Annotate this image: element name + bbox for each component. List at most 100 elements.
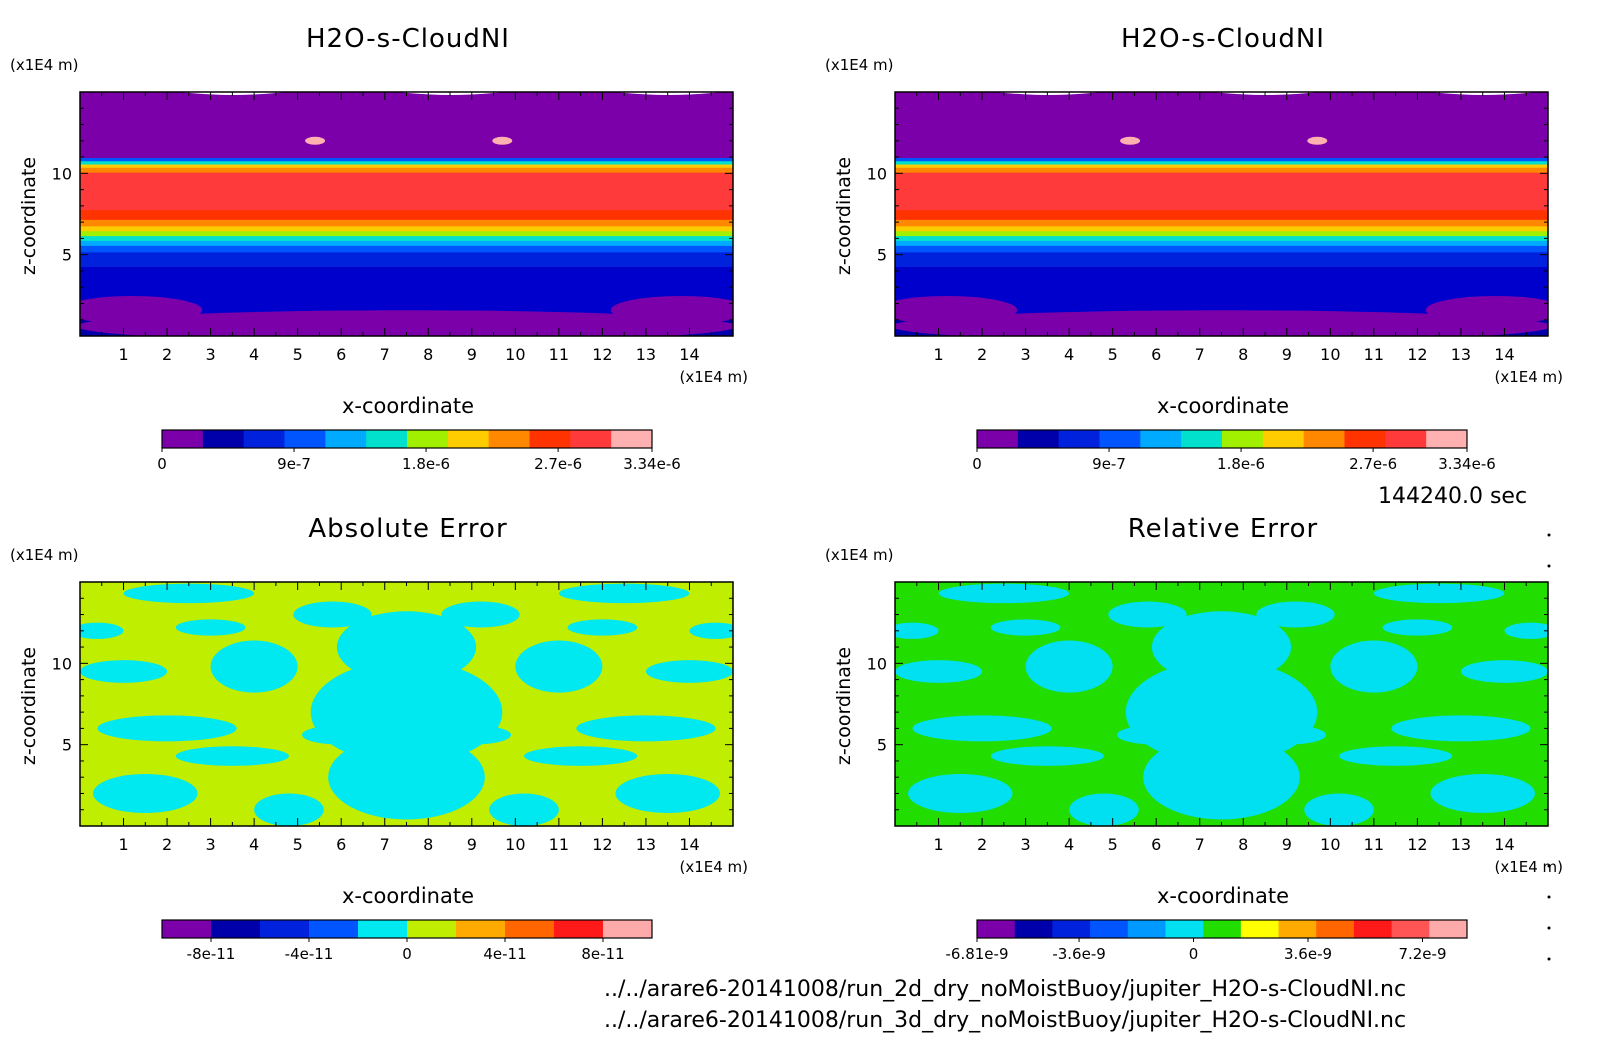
contour-blob <box>1025 640 1113 693</box>
x-tick-label: 10 <box>505 345 525 364</box>
x-tick-label: 10 <box>1320 835 1340 854</box>
contour-blob <box>1382 619 1453 636</box>
x-tick-label: 1 <box>118 345 128 364</box>
colorbar-tick-label: 0 <box>157 455 167 473</box>
y-tick-label: 10 <box>867 164 887 183</box>
colorbar-swatch <box>1303 430 1345 448</box>
colorbar-frame <box>161 429 653 449</box>
contour-field <box>895 582 1548 826</box>
colorbar-swatch <box>456 920 506 938</box>
x-unit-label: (x1E4 m) <box>1494 368 1563 386</box>
colorbar-tick-label: 9e-7 <box>1092 455 1126 473</box>
x-tick-label: 6 <box>336 345 346 364</box>
contour-blob <box>1151 611 1292 683</box>
colorbar-swatch <box>162 920 212 938</box>
contour-spot <box>1307 136 1328 145</box>
x-tick-label: 2 <box>162 345 172 364</box>
chart-panel-4: Relative Error (x1E4 m) (x1E4 m) x-coordina… <box>825 514 1563 963</box>
colorbar-swatch <box>243 430 285 448</box>
x-tick-label: 6 <box>1151 835 1161 854</box>
contour-bulge <box>80 310 733 336</box>
x-tick-label: 13 <box>636 835 656 854</box>
colorbar-swatch <box>358 920 408 938</box>
colorbar: -6.81e-9 -3.6e-9 0 3.6e-9 7.2e-9 <box>946 919 1468 963</box>
colorbar-swatch <box>1140 430 1182 448</box>
colorbar-swatch <box>1391 920 1430 938</box>
contour-blob <box>80 622 124 639</box>
contour-blob <box>1069 793 1139 826</box>
contour-spot <box>305 136 326 145</box>
contour-field <box>80 582 733 826</box>
colorbar: -8e-11 -4e-11 0 4e-11 8e-11 <box>161 919 653 963</box>
chart-panel-1: H2O-s-CloudNI (x1E4 m) (x1E4 m) x-coordinat… <box>10 24 748 473</box>
x-tick-label: 4 <box>1064 345 1074 364</box>
x-unit-label: (x1E4 m) <box>1494 858 1563 876</box>
colorbar-tick-label: 1.8e-6 <box>1217 455 1265 473</box>
chart-title: Absolute Error <box>308 514 507 544</box>
contour-layer <box>80 92 733 159</box>
colorbar-swatch <box>1165 920 1204 938</box>
margin-dot <box>1547 895 1551 899</box>
x-tick-label: 3 <box>206 835 216 854</box>
colorbar-swatch <box>1240 920 1280 938</box>
colorbar-tick-label: 3.34e-6 <box>1438 455 1496 473</box>
contour-bulge <box>895 310 1548 336</box>
contour-blob <box>293 601 372 628</box>
colorbar-tick-label: 2.7e-6 <box>534 455 582 473</box>
contour-field <box>80 92 733 336</box>
x-tick-label: 10 <box>505 835 525 854</box>
colorbar-tick-label: 3.6e-9 <box>1284 945 1332 963</box>
y-tick-label: 5 <box>877 246 887 265</box>
colorbar-frame <box>976 919 1468 939</box>
y-tick-label: 5 <box>62 246 72 265</box>
contour-spot <box>492 136 513 145</box>
contour-blob <box>615 773 720 813</box>
colorbar-swatch <box>1222 430 1264 448</box>
colorbar-swatch <box>260 920 310 938</box>
x-tick-label: 4 <box>1064 835 1074 854</box>
contour-blob <box>645 660 733 683</box>
contour-blob <box>1143 734 1300 820</box>
contour-blob <box>80 660 168 683</box>
contour-blob <box>689 622 733 639</box>
x-tick-label: 9 <box>1282 835 1292 854</box>
colorbar-swatch <box>1052 920 1091 938</box>
x-tick-label: 3 <box>206 345 216 364</box>
margin-dot <box>1547 864 1551 868</box>
contour-blob <box>558 583 690 604</box>
x-tick-label: 9 <box>1282 345 1292 364</box>
contour-blob <box>1430 773 1535 813</box>
x-tick-label: 14 <box>679 345 699 364</box>
colorbar-swatch <box>977 920 1016 938</box>
y-axis-label: z-coordinate <box>833 157 855 275</box>
x-tick-label: 6 <box>1151 345 1161 364</box>
contour-blob <box>895 622 939 639</box>
chart-title: H2O-s-CloudNI <box>1121 24 1325 54</box>
contour-blob <box>123 583 255 604</box>
colorbar-swatch <box>162 430 204 448</box>
file-path-1: ../../arare6-20141008/run_2d_dry_noMoist… <box>604 977 1407 1002</box>
colorbar-tick-label: 0 <box>402 945 412 963</box>
y-unit-label: (x1E4 m) <box>825 546 894 564</box>
contour-blob <box>576 715 716 742</box>
colorbar-swatch <box>603 920 653 938</box>
x-tick-label: 6 <box>336 835 346 854</box>
colorbar-swatch <box>211 920 261 938</box>
x-tick-label: 11 <box>1364 345 1384 364</box>
contour-blob <box>938 583 1070 604</box>
y-axis-label: z-coordinate <box>18 647 40 765</box>
colorbar-tick-label: -8e-11 <box>187 945 236 963</box>
x-tick-label: 9 <box>467 345 477 364</box>
y-tick-label: 10 <box>52 654 72 673</box>
colorbar-swatch <box>366 430 408 448</box>
colorbar-swatch <box>1181 430 1223 448</box>
margin-dot <box>1547 926 1551 930</box>
x-tick-label: 7 <box>380 835 390 854</box>
contour-blob <box>336 611 477 683</box>
x-tick-label: 14 <box>1494 345 1514 364</box>
margin-dot <box>1547 957 1551 961</box>
x-tick-label: 2 <box>977 345 987 364</box>
x-tick-label: 5 <box>293 835 303 854</box>
margin-dot <box>1547 533 1551 537</box>
